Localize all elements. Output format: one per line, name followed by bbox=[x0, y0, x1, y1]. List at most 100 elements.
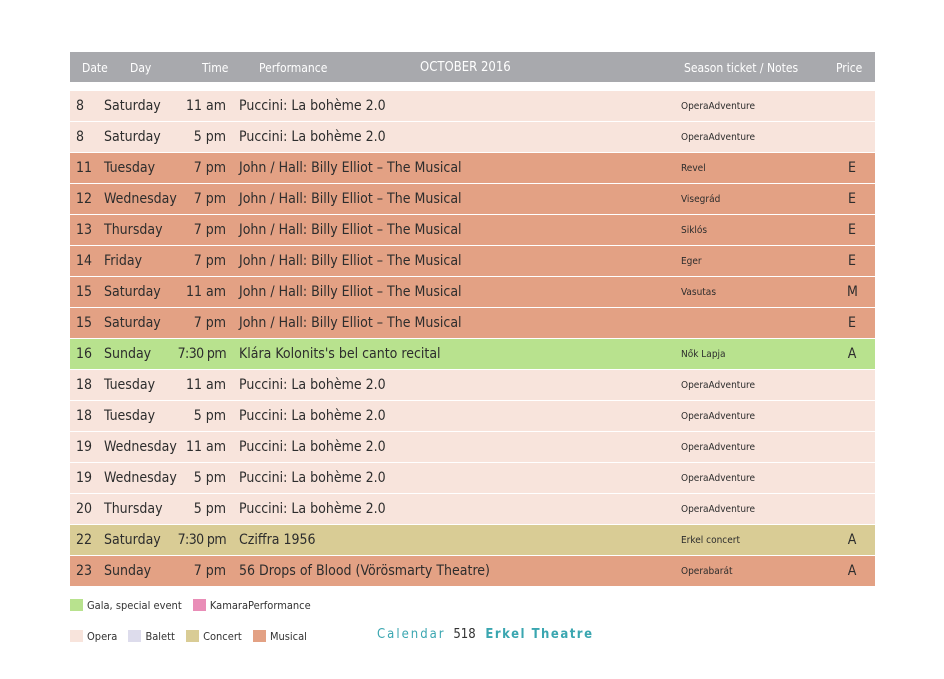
page-number: 518 bbox=[453, 627, 476, 642]
row-time: 7 pm bbox=[193, 160, 226, 176]
row-day: Saturday bbox=[104, 129, 161, 145]
legend-opera-swatch bbox=[70, 630, 83, 642]
table-row: 16 Sunday 7:30 pm Klára Kolonits's bel cant… bbox=[70, 339, 875, 370]
row-note: OperaAdventure bbox=[681, 411, 756, 422]
row-note: OperaAdventure bbox=[681, 473, 756, 484]
row-date: 12 bbox=[76, 191, 93, 207]
row-date: 8 bbox=[76, 129, 85, 145]
row-performance: John / Hall: Billy Elliot – The Musical bbox=[239, 315, 462, 331]
row-day: Saturday bbox=[104, 98, 161, 114]
row-day: Wednesday bbox=[104, 470, 177, 486]
row-price: A bbox=[847, 532, 857, 548]
row-time: 11 am bbox=[185, 377, 226, 393]
row-date: 14 bbox=[76, 253, 93, 269]
row-note: OperaAdventure bbox=[681, 380, 756, 391]
header-day: Day bbox=[130, 61, 152, 75]
row-day: Tuesday bbox=[104, 160, 156, 176]
row-note: Revel bbox=[681, 163, 706, 174]
row-price: E bbox=[848, 191, 856, 207]
row-price: M bbox=[847, 284, 858, 300]
row-date: 16 bbox=[76, 346, 93, 362]
row-price: E bbox=[848, 222, 856, 238]
row-day: Saturday bbox=[104, 284, 161, 300]
row-date: 13 bbox=[76, 222, 93, 238]
row-day: Wednesday bbox=[104, 439, 177, 455]
row-day: Saturday bbox=[104, 315, 161, 331]
row-date: 8 bbox=[76, 98, 85, 114]
row-performance: John / Hall: Billy Elliot – The Musical bbox=[239, 284, 462, 300]
row-performance: Cziffra 1956 bbox=[239, 532, 316, 548]
row-time: 7 pm bbox=[193, 563, 226, 579]
table-row: 12 Wednesday 7 pm John / Hall: Billy Elliot… bbox=[70, 184, 875, 215]
row-time: 5 pm bbox=[193, 470, 226, 486]
legend-opera: Opera bbox=[70, 630, 117, 643]
row-performance: John / Hall: Billy Elliot – The Musical bbox=[239, 222, 462, 238]
row-time: 7 pm bbox=[193, 222, 226, 238]
row-performance: Puccini: La bohème 2.0 bbox=[239, 470, 386, 486]
table-row: 19 Wednesday 11 am Puccini: La bohème 2.0 Op… bbox=[70, 432, 875, 463]
row-note: Operabarát bbox=[681, 566, 733, 577]
row-date: 20 bbox=[76, 501, 93, 517]
legend-kamara: KamaraPerformance bbox=[192, 599, 311, 612]
row-performance: Puccini: La bohème 2.0 bbox=[239, 98, 386, 114]
table-row: 15 Saturday 11 am John / Hall: Billy Elliot… bbox=[70, 277, 875, 308]
row-date: 11 bbox=[76, 160, 93, 176]
row-time: 11 am bbox=[185, 98, 226, 114]
legend-concert: Concert bbox=[186, 630, 242, 643]
row-date: 22 bbox=[76, 532, 93, 548]
row-performance: John / Hall: Billy Elliot – The Musical bbox=[239, 160, 462, 176]
row-note: Vasutas bbox=[681, 287, 717, 298]
legend-gala: Gala, special event bbox=[70, 599, 182, 612]
legend-balett: Balett bbox=[128, 630, 175, 643]
row-time: 11 am bbox=[185, 439, 226, 455]
row-day: Thursday bbox=[104, 222, 163, 238]
header-time: Time bbox=[202, 61, 229, 75]
legend-gala-swatch bbox=[70, 599, 83, 611]
legend-concert-swatch bbox=[186, 630, 200, 642]
row-note: OperaAdventure bbox=[681, 504, 756, 515]
row-day: Tuesday bbox=[104, 408, 156, 424]
row-time: 5 pm bbox=[193, 408, 226, 424]
table-row: 14 Friday 7 pm John / Hall: Billy Elliot – … bbox=[70, 246, 875, 277]
row-price: A bbox=[847, 346, 857, 362]
row-note: Visegrád bbox=[681, 194, 721, 205]
table-row: 8 Saturday 5 pm Puccini: La bohème 2.0 Opera… bbox=[70, 122, 875, 153]
footer-theatre: Erkel Theatre bbox=[485, 627, 594, 642]
row-date: 15 bbox=[76, 284, 93, 300]
header-performance: Performance bbox=[259, 61, 328, 75]
row-day: Tuesday bbox=[104, 377, 156, 393]
row-performance: Puccini: La bohème 2.0 bbox=[239, 439, 386, 455]
row-performance: Puccini: La bohème 2.0 bbox=[239, 377, 386, 393]
table-row: 18 Tuesday 11 am Puccini: La bohème 2.0 Oper… bbox=[70, 370, 875, 401]
row-price: A bbox=[847, 563, 857, 579]
row-performance: John / Hall: Billy Elliot – The Musical bbox=[239, 191, 462, 207]
legend-row-2: Opera Balett Concert Musical bbox=[70, 630, 315, 643]
row-time: 11 am bbox=[185, 284, 226, 300]
row-performance: Puccini: La bohème 2.0 bbox=[239, 501, 386, 517]
row-time: 7 pm bbox=[193, 191, 226, 207]
row-date: 19 bbox=[76, 470, 93, 486]
row-date: 19 bbox=[76, 439, 93, 455]
header-price: Price bbox=[836, 61, 863, 75]
row-day: Sunday bbox=[104, 563, 152, 579]
header-date: Date bbox=[82, 61, 108, 75]
legend-row-1: Gala, special event KamaraPerformance bbox=[70, 599, 319, 612]
table-row: 18 Tuesday 5 pm Puccini: La bohème 2.0 Opera… bbox=[70, 401, 875, 432]
row-time: 7 pm bbox=[193, 253, 226, 269]
row-date: 18 bbox=[76, 408, 93, 424]
row-day: Friday bbox=[104, 253, 143, 269]
row-day: Thursday bbox=[104, 501, 163, 517]
row-note: OperaAdventure bbox=[681, 101, 756, 112]
row-date: 18 bbox=[76, 377, 93, 393]
footer-calendar: Calendar bbox=[377, 627, 446, 642]
row-note: OperaAdventure bbox=[681, 442, 756, 453]
table-row: 20 Thursday 5 pm Puccini: La bohème 2.0 Oper… bbox=[70, 494, 875, 525]
table-row: 13 Thursday 7 pm John / Hall: Billy Elliot … bbox=[70, 215, 875, 246]
row-price: E bbox=[848, 160, 856, 176]
schedule-table: Date Day Time Performance OCTOBER 2016 S… bbox=[70, 52, 875, 587]
legend-balett-swatch bbox=[128, 630, 142, 642]
row-note: Siklós bbox=[681, 225, 708, 236]
row-day: Wednesday bbox=[104, 191, 177, 207]
header-month: OCTOBER 2016 bbox=[420, 60, 511, 75]
row-date: 15 bbox=[76, 315, 93, 331]
